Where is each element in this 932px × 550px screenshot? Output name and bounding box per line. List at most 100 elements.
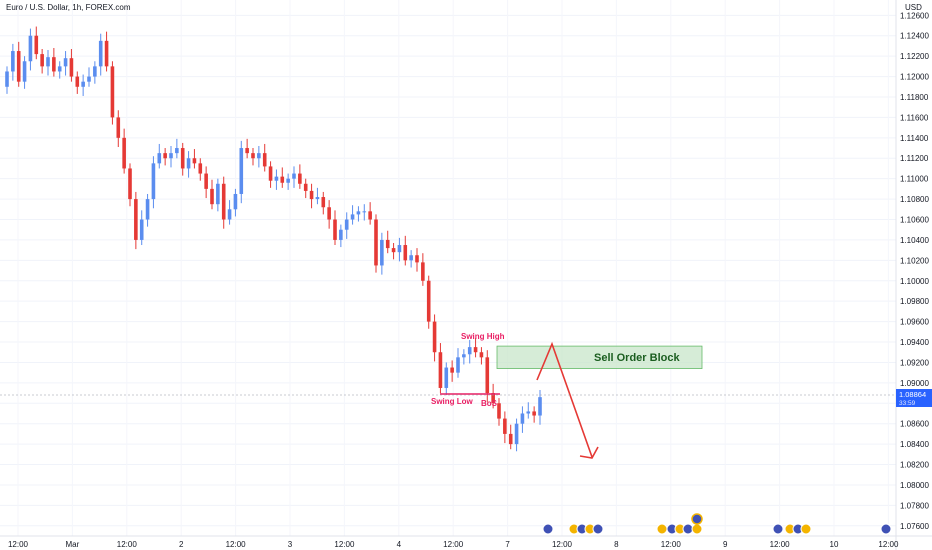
candle-body [467,347,472,355]
candle-body [479,352,484,358]
candle-body [397,245,402,253]
candle-body [327,207,331,220]
candle-body [262,153,267,167]
time-tick-label: 12:00 [552,540,573,549]
candle-body [292,173,296,179]
candle-body [180,148,185,169]
candle-body [473,347,478,353]
event-marker-icon[interactable] [880,523,892,535]
candle-body [268,166,273,181]
candle-body [16,51,21,82]
candle-body [298,173,302,184]
time-tick-label: 12:00 [117,540,138,549]
price-tick-label: 1.09600 [900,318,929,327]
time-tick-label: 10 [830,540,839,549]
candle-body [104,40,109,67]
candle-body [192,158,197,164]
time-tick-label: 12:00 [226,540,247,549]
candle-body [221,183,226,220]
time-tick-label: Mar [66,540,80,549]
candle-body [63,58,68,67]
candle-body [380,239,384,266]
price-tick-label: 1.11400 [900,134,929,143]
candle-body [444,367,449,388]
price-tick-label: 1.08400 [900,440,929,449]
time-tick-label: 12:00 [661,540,682,549]
price-tick-label: 1.10800 [900,195,929,204]
candle-body [426,280,431,322]
time-tick-label: 12:00 [8,540,29,549]
projection-arrow[interactable] [536,341,593,458]
candles-layer [5,26,542,452]
candle-body [239,148,244,194]
candle-body [438,352,443,388]
candle-body [116,117,121,138]
candle-body [374,219,378,266]
candle-body [315,197,320,200]
price-tick-label: 1.10400 [900,236,929,245]
price-tick-label: 1.08200 [900,461,929,470]
candle-body [532,411,536,416]
candle-body [333,219,337,240]
candle-body [81,81,85,87]
candle-body [110,66,115,118]
time-tick-label: 3 [288,540,293,549]
candle-body [274,176,279,181]
candle-body [526,411,531,414]
candle-body [251,153,255,159]
candle-body [350,214,355,220]
price-tick-label: 1.12200 [900,52,929,61]
candle-body [309,190,314,200]
event-marker-icon[interactable] [542,523,554,535]
price-tick-label: 1.09200 [900,358,929,367]
candle-body [456,357,460,373]
candle-body [421,262,425,281]
candle-body [321,197,326,208]
price-axis[interactable]: 1.12600 1.12400 1.12200 1.12000 1.11800 1.116… [900,11,929,530]
time-tick-label: 12:00 [878,540,899,549]
candle-body [497,403,501,419]
event-marker-icon[interactable] [800,523,812,535]
candle-body [538,397,542,416]
time-tick-label: 12:00 [334,540,355,549]
price-tick-label: 1.09000 [900,379,929,388]
candle-body [227,209,232,220]
swing-high-label: Swing High [461,332,505,341]
candle-body [391,248,396,253]
event-marker-icon[interactable] [772,523,784,535]
candle-body [98,40,103,67]
candle-body [503,418,507,434]
time-axis[interactable]: 12:00 Mar 12:00 2 12:00 3 12:00 4 12:00 7 12:00 8 12… [8,540,899,549]
candle-body [356,211,361,215]
candle-body [462,354,466,358]
candle-body [5,71,9,87]
time-tick-label: 7 [505,540,510,549]
arrow-head-icon [579,446,599,459]
candle-body [210,188,214,205]
time-tick-label: 9 [723,540,728,549]
time-tick-label: 4 [397,540,402,549]
candle-body [491,393,495,404]
price-tick-label: 1.10600 [900,216,929,225]
time-tick-label: 8 [614,540,619,549]
candle-body [339,229,343,240]
candle-body [415,255,419,263]
candle-body [286,178,290,183]
event-marker-icon[interactable] [691,513,703,525]
candle-body [409,255,413,261]
candle-body [450,367,454,373]
economic-events[interactable] [542,513,892,535]
event-marker-icon[interactable] [592,523,604,535]
current-price-badge[interactable] [896,389,932,407]
candle-body [344,219,349,230]
candle-body [403,245,408,261]
candle-body [163,153,167,159]
candle-body [186,158,191,169]
candle-body [145,199,150,220]
candle-body [280,176,285,183]
candle-body [157,153,162,164]
event-marker-icon[interactable] [691,523,703,535]
event-marker-icon[interactable] [656,523,668,535]
price-tick-label: 1.11200 [900,154,929,163]
